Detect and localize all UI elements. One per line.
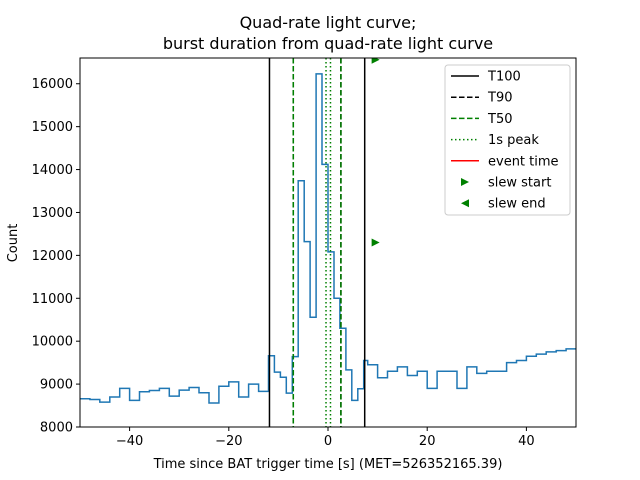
y-tick-label: 13000 [32, 206, 73, 221]
y-tick-label: 8000 [40, 421, 73, 436]
legend-swatch [461, 178, 469, 186]
legend-item: T90 [451, 91, 512, 106]
legend-label: 1s peak [488, 133, 539, 148]
legend-box [444, 64, 571, 216]
x-tick-label: 0 [324, 434, 332, 449]
x-tick-label: 40 [518, 434, 535, 449]
legend-label: slew end [488, 197, 546, 212]
legend-item: 1s peak [451, 133, 539, 148]
legend-label: slew start [488, 176, 551, 191]
legend-label: event time [488, 154, 559, 169]
slew-start-marker-1 [371, 238, 380, 247]
y-tick-label: 11000 [32, 292, 73, 307]
y-tick-label: 15000 [32, 120, 73, 135]
y-tick-label: 16000 [32, 77, 73, 92]
y-axis-ticks: 8000 9000 10000 11000 12000 13000 14000 15000 16… [32, 77, 80, 436]
legend-item: slew end [461, 197, 546, 212]
y-axis-label: Count [6, 224, 21, 263]
chart-title-line2: burst duration from quad-rate light curv… [163, 34, 493, 53]
legend-item: T100 [451, 70, 521, 85]
y-tick-label: 10000 [32, 335, 73, 350]
slew-start-marker-0 [371, 58, 380, 64]
light-curve-line [80, 73, 576, 404]
x-tick-label: −20 [215, 434, 242, 449]
y-tick-label: 12000 [32, 249, 73, 264]
x-tick-label: 20 [419, 434, 436, 449]
legend-item: slew start [461, 176, 551, 191]
legend: T100 T90 T50 1s peak event time slew start sle… [444, 64, 571, 216]
legend-item: event time [451, 154, 559, 169]
legend-swatch [461, 199, 469, 208]
x-tick-label: −40 [116, 434, 143, 449]
chart-title-line1: Quad-rate light curve; [240, 13, 417, 32]
x-axis-ticks: −40 −20 0 20 40 [116, 427, 535, 449]
legend-label: T100 [487, 70, 521, 85]
y-tick-label: 9000 [40, 378, 73, 393]
x-axis-label: Time since BAT trigger time [s] (MET=526… [153, 457, 503, 472]
plot-area [80, 58, 576, 427]
legend-item: T50 [451, 112, 512, 127]
legend-label: T50 [487, 112, 512, 127]
y-tick-label: 14000 [32, 163, 73, 178]
legend-label: T90 [487, 91, 512, 106]
